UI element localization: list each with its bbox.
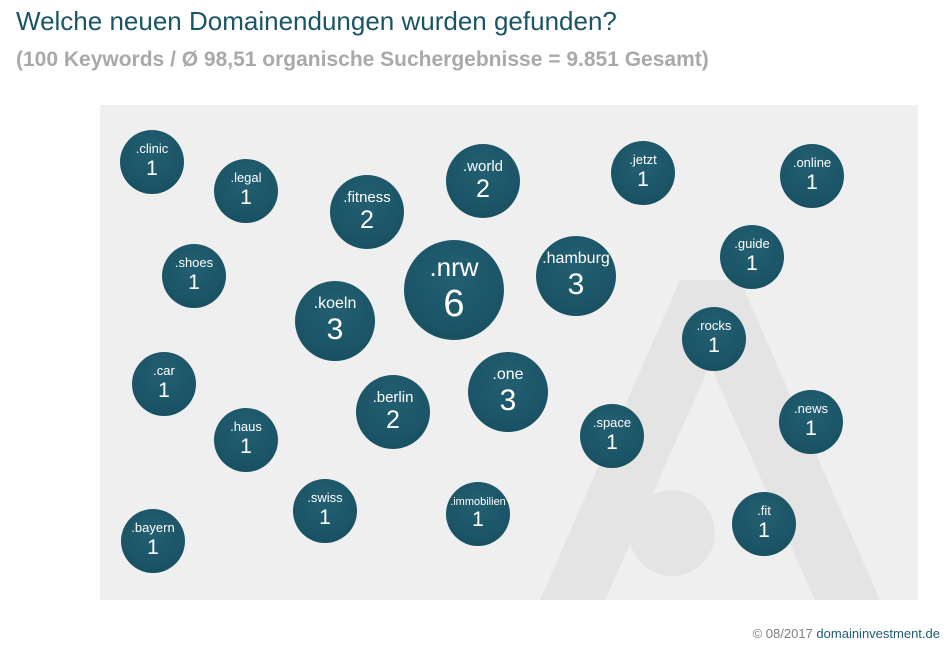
bubble-guide: .guide 1: [720, 225, 784, 289]
bubble-label: .haus: [230, 419, 262, 435]
bubble-chart-panel: .clinic 1 .legal 1 .fitness 2 .world 2 .jetzt 1 .o…: [100, 105, 918, 600]
bubble-fitness: .fitness 2: [330, 175, 404, 249]
bubble-jetzt: .jetzt 1: [611, 141, 675, 205]
chart-title: Welche neuen Domainendungen wurden gefun…: [16, 6, 617, 36]
bubble-berlin: .berlin 2: [356, 375, 430, 449]
bubble-count: 3: [326, 312, 344, 346]
copyright-text: © 08/2017: [752, 626, 813, 641]
bubble-swiss: .swiss 1: [293, 479, 357, 543]
bubble-rocks: .rocks 1: [682, 307, 746, 371]
bubble-count: 1: [805, 417, 817, 441]
bubble-haus: .haus 1: [214, 408, 278, 472]
bubble-label: .jetzt: [629, 152, 657, 168]
bubble-label: .car: [153, 363, 175, 379]
bubble-label: .immobilien: [450, 495, 506, 508]
bubble-count: 1: [240, 435, 252, 459]
bubble-legal: .legal 1: [214, 159, 278, 223]
bubble-koeln: .koeln 3: [295, 281, 375, 361]
bubble-label: .one: [492, 365, 524, 383]
bubble-count: 1: [637, 168, 649, 192]
bubble-label: .bayern: [131, 520, 175, 536]
bubble-label: .space: [592, 415, 632, 431]
bubble-label: .clinic: [135, 141, 169, 157]
bubble-count: 1: [188, 271, 200, 295]
bubble-label: .nrw: [429, 252, 479, 283]
bubble-online: .online 1: [780, 144, 844, 208]
bubble-count: 1: [708, 334, 720, 358]
bubble-count: 1: [758, 519, 770, 543]
bubble-count: 2: [476, 175, 490, 204]
chart-subtitle: (100 Keywords / Ø 98,51 organische Suche…: [16, 48, 709, 71]
bubble-label: .shoes: [174, 255, 214, 271]
bubble-shoes: .shoes 1: [162, 244, 226, 308]
bubble-label: .swiss: [307, 490, 343, 506]
bubble-count: 1: [147, 536, 159, 560]
bubble-label: .legal: [230, 170, 262, 186]
bubble-label: .guide: [734, 236, 770, 252]
bubble-count: 3: [567, 267, 585, 301]
bubble-label: .koeln: [313, 294, 357, 312]
bubble-label: .rocks: [696, 318, 732, 334]
bubble-fit: .fit 1: [732, 492, 796, 556]
bubble-label: .hamburg: [542, 249, 610, 267]
bubble-one: .one 3: [468, 352, 548, 432]
bubble-world: .world 2: [446, 144, 520, 218]
bubble-label: .news: [794, 401, 828, 417]
bubble-count: 6: [443, 283, 465, 326]
bubble-immobilien: .immobilien 1: [446, 482, 510, 546]
bubble-count: 1: [746, 252, 758, 276]
bubble-label: .fitness: [343, 189, 391, 206]
bubble-count: 1: [158, 379, 170, 403]
bubble-count: 1: [806, 171, 818, 195]
bubble-count: 1: [240, 186, 252, 210]
bubble-label: .world: [462, 158, 503, 175]
bubble-space: .space 1: [580, 404, 644, 468]
bubble-count: 1: [472, 508, 484, 532]
bubble-count: 3: [499, 383, 517, 417]
bubble-clinic: .clinic 1: [120, 130, 184, 194]
bubble-label: .online: [792, 155, 832, 171]
bubble-car: .car 1: [132, 352, 196, 416]
brand-link[interactable]: domaininvestment.de: [816, 626, 940, 641]
bubble-count: 2: [386, 406, 400, 435]
bubble-nrw: .nrw 6: [404, 240, 504, 340]
bubble-count: 1: [606, 431, 618, 455]
bubble-hamburg: .hamburg 3: [536, 236, 616, 316]
bubble-bayern: .bayern 1: [121, 509, 185, 573]
bubble-news: .news 1: [779, 390, 843, 454]
bubble-label: .fit: [757, 503, 771, 519]
bubble-count: 1: [146, 157, 158, 181]
bubble-count: 2: [360, 206, 374, 235]
footer-credit: © 08/2017 domaininvestment.de: [753, 626, 940, 641]
bubble-label: .berlin: [372, 389, 414, 406]
bubble-count: 1: [319, 506, 331, 530]
